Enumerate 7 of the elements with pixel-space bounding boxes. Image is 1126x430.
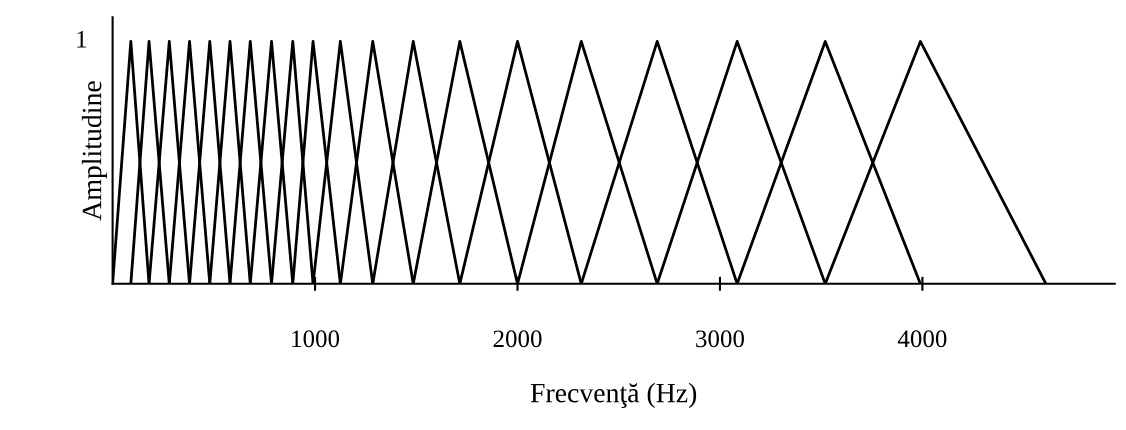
- x-tick-label: 2000: [493, 330, 542, 348]
- x-tick-label: 3000: [696, 330, 744, 348]
- x-tick-label: 4000: [897, 330, 947, 348]
- text: 1: [77, 30, 87, 48]
- y-axis-title: Amplitudine: [81, 81, 108, 221]
- x-axis-title: Frecvenţă (Hz): [530, 382, 697, 409]
- x-tick-label: 1000: [292, 330, 340, 348]
